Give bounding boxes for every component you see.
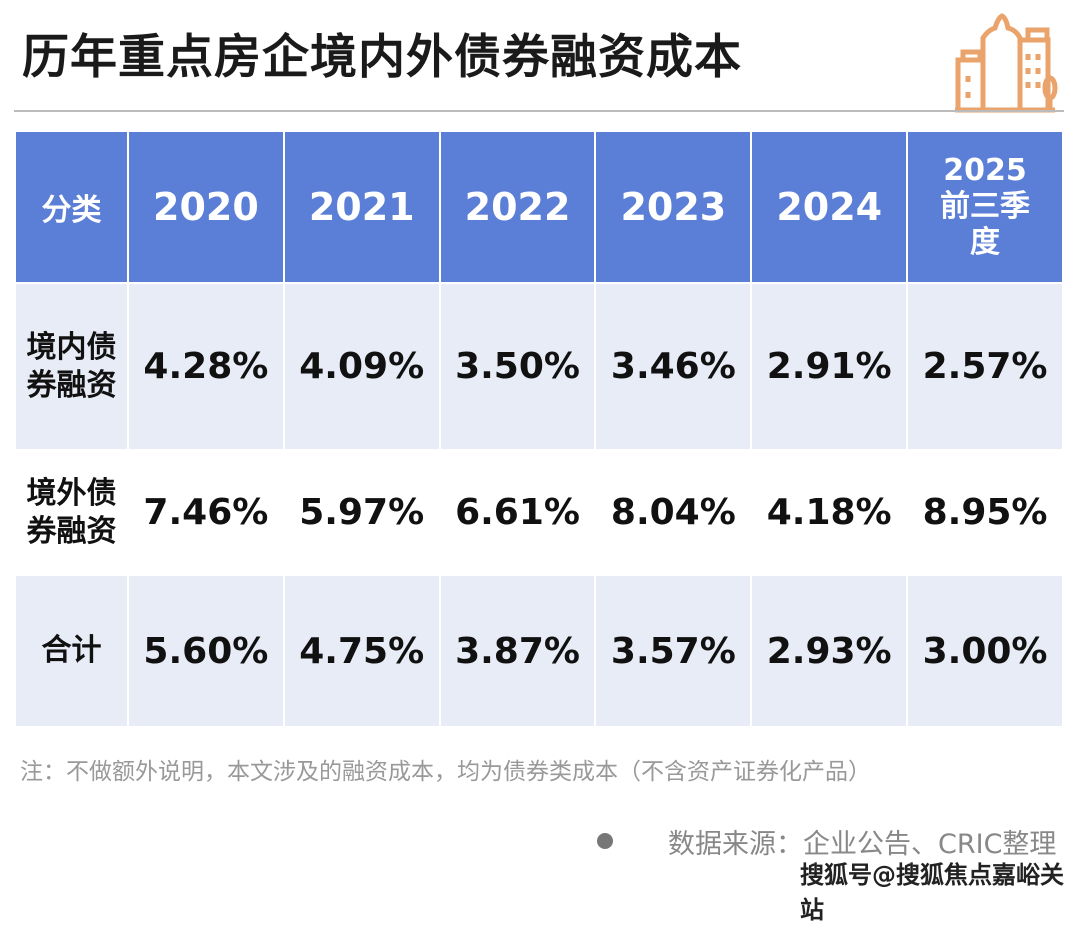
- header-cell: 分类: [14, 130, 129, 284]
- bullet-icon: [597, 833, 613, 849]
- value-cell: 4.09%: [282, 282, 441, 451]
- value-cell: 6.61%: [438, 449, 597, 576]
- financing-cost-table: 分类 2020 2021 2022 2023 2024 2025前三季度 境内债…: [14, 130, 1064, 728]
- row-label: 合计: [14, 574, 129, 728]
- value-cell: 5.60%: [126, 574, 285, 728]
- city-buildings-icon: [955, 13, 1058, 113]
- header-cell: 2024: [750, 130, 909, 284]
- value-cell: 3.87%: [438, 574, 597, 728]
- value-cell: 7.46%: [126, 449, 285, 576]
- value-cell: 4.75%: [282, 574, 441, 728]
- footnote: 注：不做额外说明，本文涉及的融资成本，均为债券类成本（不含资产证券化产品）: [20, 759, 871, 785]
- header-cell: 2023: [594, 130, 753, 284]
- value-cell: 2.91%: [750, 282, 909, 451]
- value-cell: 3.46%: [594, 282, 753, 451]
- row-label: 境外债 券融资: [14, 449, 129, 576]
- divider: [14, 110, 1064, 112]
- header-cell: 2021: [282, 130, 441, 284]
- row-label-line: 境内债: [26, 329, 117, 365]
- value-cell: 4.28%: [126, 282, 285, 451]
- table-row: 境外债 券融资 7.46% 5.97% 6.61% 8.04% 4.18% 8.95%: [14, 449, 1064, 576]
- row-label: 境内债 券融资: [14, 282, 129, 451]
- header-cell: 2025前三季度: [906, 130, 1064, 284]
- table-row: 合计 5.60% 4.75% 3.87% 3.57% 2.93% 3.00%: [14, 574, 1064, 728]
- value-cell: 2.57%: [906, 282, 1064, 451]
- watermark: 搜狐号@搜狐焦点嘉峪关站: [800, 861, 1064, 924]
- row-label-line: 券融资: [26, 367, 117, 403]
- value-cell: 8.04%: [594, 449, 753, 576]
- value-cell: 8.95%: [906, 449, 1064, 576]
- header-cell: 2022: [438, 130, 597, 284]
- page-title: 历年重点房企境内外债券融资成本: [22, 30, 742, 85]
- header-row: 分类 2020 2021 2022 2023 2024 2025前三季度: [14, 130, 1064, 284]
- value-cell: 2.93%: [750, 574, 909, 728]
- row-label-line: 境外债: [26, 475, 117, 511]
- header-label: 2025前三季度: [940, 153, 1031, 260]
- value-cell: 3.50%: [438, 282, 597, 451]
- value-cell: 5.97%: [282, 449, 441, 576]
- header-cell: 2020: [126, 130, 285, 284]
- table-row: 境内债 券融资 4.28% 4.09% 3.50% 3.46% 2.91% 2.57%: [14, 282, 1064, 451]
- row-label-line: 券融资: [26, 513, 117, 549]
- value-cell: 3.57%: [594, 574, 753, 728]
- value-cell: 3.00%: [906, 574, 1064, 728]
- value-cell: 4.18%: [750, 449, 909, 576]
- data-source: 数据来源：企业公告、CRIC整理: [668, 829, 1057, 860]
